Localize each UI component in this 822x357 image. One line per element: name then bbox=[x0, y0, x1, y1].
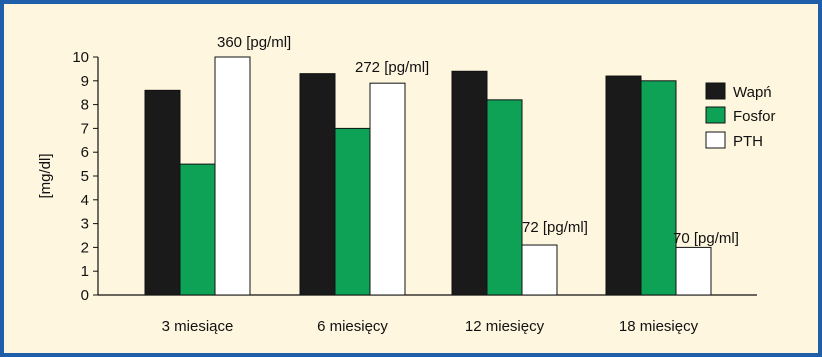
legend-swatch bbox=[705, 106, 726, 124]
bars: 3 miesiące 6 miesięcy 12 miesięcy 18 miesię… bbox=[144, 56, 712, 335]
data-label: 72 [pg/ml] bbox=[522, 219, 588, 236]
x-tick-label: 18 miesięcy bbox=[619, 318, 699, 335]
pth-annotations: 360 [pg/ml] 272 [pg/ml] 72 [pg/ml] 70 [pg/m… bbox=[217, 34, 739, 247]
bar-wapn bbox=[299, 73, 336, 296]
y-tick-label: 5 bbox=[81, 168, 89, 185]
x-tick-label: 12 miesięcy bbox=[465, 318, 545, 335]
legend-label: PTH bbox=[733, 133, 763, 150]
legend-label: Wapń bbox=[733, 84, 772, 101]
legend: Wapń Fosfor PTH bbox=[705, 82, 776, 150]
bar-pth bbox=[675, 246, 712, 296]
y-tick-label: 0 bbox=[81, 287, 89, 304]
y-tick-label: 6 bbox=[81, 144, 89, 161]
bar-pth bbox=[214, 56, 251, 296]
bar-pth bbox=[521, 244, 558, 296]
bar-fosfor bbox=[179, 163, 216, 296]
x-tick-label: 6 miesięcy bbox=[317, 318, 388, 335]
bar-wapn bbox=[605, 75, 642, 296]
data-label: 70 [pg/ml] bbox=[673, 230, 739, 247]
legend-swatch bbox=[705, 82, 726, 100]
y-tick-label: 7 bbox=[81, 120, 89, 137]
bar-fosfor bbox=[640, 80, 677, 296]
legend-swatch bbox=[705, 131, 726, 149]
data-label: 360 [pg/ml] bbox=[217, 34, 291, 51]
y-tick-label: 2 bbox=[81, 239, 89, 256]
y-tick-label: 8 bbox=[81, 97, 89, 114]
bar-fosfor bbox=[334, 127, 371, 296]
bar-pth bbox=[369, 82, 406, 296]
bar-wapn bbox=[451, 70, 488, 296]
bar-wapn bbox=[144, 89, 181, 296]
bar-fosfor bbox=[486, 99, 523, 296]
x-tick-label: 3 miesiące bbox=[162, 318, 234, 335]
y-tick-label: 3 bbox=[81, 216, 89, 233]
y-tick-label: 10 bbox=[72, 49, 89, 66]
data-label: 272 [pg/ml] bbox=[355, 59, 429, 76]
y-tick-label: 9 bbox=[81, 73, 89, 90]
y-axis-label: [mg/dl] bbox=[37, 153, 54, 198]
y-tick-label: 4 bbox=[81, 192, 89, 209]
legend-label: Fosfor bbox=[733, 108, 776, 125]
y-tick-label: 1 bbox=[81, 263, 89, 280]
